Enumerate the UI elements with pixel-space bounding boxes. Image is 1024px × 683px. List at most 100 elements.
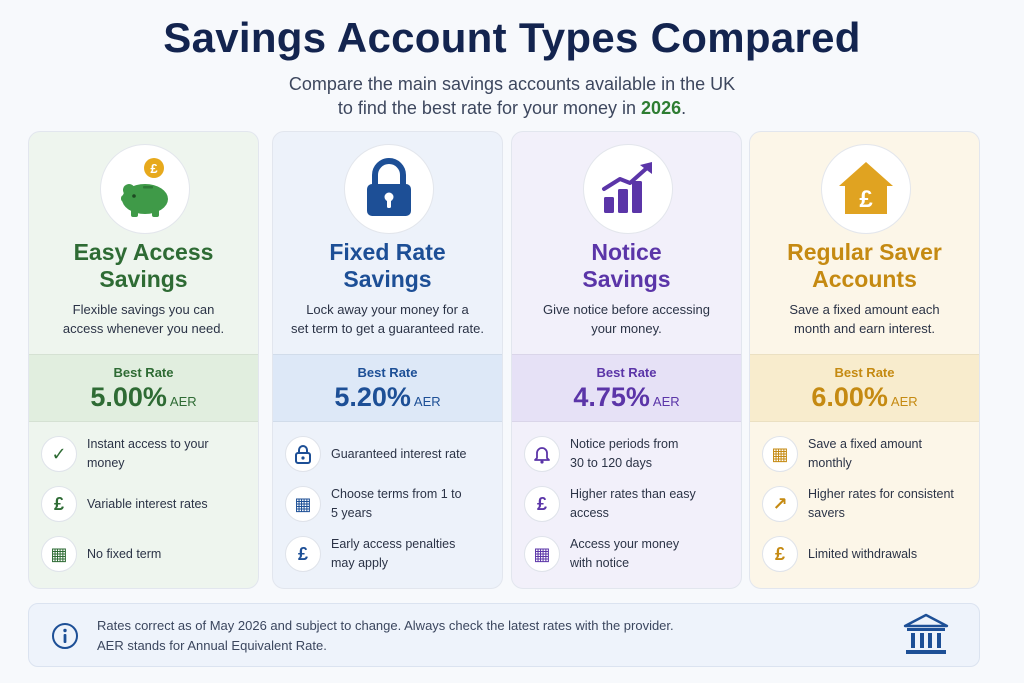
feature-text-line-2: 5 years (331, 506, 372, 520)
footer-text: Rates correct as of May 2026 and subject… (97, 616, 674, 656)
feature-text-line-1: Early access penalties (331, 537, 456, 551)
pound-icon: £ (524, 486, 560, 522)
card-easy-access: £ Easy Access Savings Flexible savings y… (28, 131, 259, 589)
feature-item: £ Variable interest rates (41, 484, 248, 524)
feature-item: ✓ Instant access to your money (41, 434, 248, 474)
feature-text-line-2: with notice (570, 556, 630, 570)
feature-text-line-1: Choose terms from 1 to (331, 487, 462, 501)
trend-up-icon: ↗ (762, 486, 798, 522)
card-title-line-2: Savings (99, 266, 188, 292)
card-fixed-rate: Fixed Rate Savings Lock away your money … (272, 131, 503, 589)
best-rate-label: Best Rate (596, 365, 657, 380)
feature-text-line-1: Access your money (570, 537, 680, 551)
feature-item: Guaranteed interest rate (285, 434, 492, 474)
bank-icon (903, 613, 949, 657)
feature-text: Variable interest rates (87, 495, 208, 514)
feature-item: ▦ Save a fixed amount monthly (762, 434, 969, 474)
card-title-line-2: Savings (582, 266, 671, 292)
piggy-bank-icon: £ (100, 144, 190, 234)
subtitle-suffix: . (681, 98, 687, 118)
info-icon (51, 622, 79, 650)
calendar-icon: ▦ (524, 536, 560, 572)
bell-icon (524, 436, 560, 472)
best-rate-band: Best Rate 4.75% AER (512, 354, 741, 422)
pound-icon: £ (285, 536, 321, 572)
feature-text-line-2: 30 to 120 days (570, 456, 653, 470)
rate-number: 6.00% (811, 382, 888, 412)
card-regular-saver: £ Regular Saver Accounts Save a fixed am… (749, 131, 980, 589)
card-notice: Notice Savings Give notice before access… (511, 131, 742, 589)
rate-aer-label: AER (652, 394, 680, 409)
card-description: Give notice before accessing your money. (526, 300, 727, 338)
card-title-line-2: Accounts (812, 266, 917, 292)
feature-text-line-1: No fixed term (87, 546, 162, 561)
subtitle-line-2-text: to find the best rate for your money in (337, 98, 642, 118)
subtitle-line-2: to find the best rate for your money in … (0, 96, 1024, 120)
rate-aer-label: AER (169, 394, 197, 409)
calendar-icon: ▦ (41, 536, 77, 572)
feature-text-line-2: monthly (808, 456, 852, 470)
feature-item: ▦ Access your money with notice (524, 534, 731, 574)
feature-text: Higher rates for consistent savers (808, 485, 954, 523)
card-title-line-1: Notice (591, 239, 662, 265)
card-description: Lock away your money for a set term to g… (287, 300, 488, 338)
feature-item: Notice periods from 30 to 120 days (524, 434, 731, 474)
card-title-line-1: Easy Access (73, 239, 214, 265)
feature-text-line-2: access (570, 506, 609, 520)
calendar-icon: ▦ (285, 486, 321, 522)
house-pound-text: £ (859, 186, 873, 213)
best-rate-band: Best Rate 5.20% AER (273, 354, 502, 422)
card-description: Flexible savings you can access whenever… (43, 300, 244, 338)
card-description-line-2: set term to get a guaranteed rate. (291, 321, 484, 336)
best-rate-band: Best Rate 5.00% AER (29, 354, 258, 422)
check-icon: ✓ (41, 436, 77, 472)
feature-item: ↗ Higher rates for consistent savers (762, 484, 969, 524)
card-description-line-1: Give notice before accessing (543, 302, 710, 317)
account-cards: £ Easy Access Savings Flexible savings y… (28, 131, 980, 589)
best-rate-label: Best Rate (834, 365, 895, 380)
rate-aer-label: AER (890, 394, 918, 409)
best-rate-value: 4.75% AER (512, 382, 741, 413)
card-title: Fixed Rate Savings (273, 239, 502, 293)
subtitle-year: 2026 (641, 98, 682, 118)
feature-item: ▦ Choose terms from 1 to 5 years (285, 484, 492, 524)
feature-text-line-1: Instant access to your money (87, 437, 209, 470)
best-rate-value: 6.00% AER (750, 382, 979, 413)
feature-text-line-1: Variable interest rates (87, 496, 208, 511)
page-title: Savings Account Types Compared (163, 14, 861, 61)
feature-text-line-1: Limited withdrawals (808, 546, 918, 561)
card-description-line-1: Flexible savings you can (72, 302, 215, 317)
card-title-line-1: Fixed Rate (329, 239, 446, 265)
page-subtitle: Compare the main savings accounts availa… (0, 72, 1024, 120)
badge-pound-text: £ (150, 161, 158, 176)
growth-chart-icon (583, 144, 673, 234)
card-description: Save a fixed amount each month and earn … (764, 300, 965, 338)
card-title: Notice Savings (512, 239, 741, 293)
card-description-line-1: Lock away your money for a (306, 302, 469, 317)
feature-text: Guaranteed interest rate (331, 445, 467, 464)
calendar-icon: ▦ (762, 436, 798, 472)
pound-icon: £ (762, 536, 798, 572)
feature-text: Choose terms from 1 to 5 years (331, 485, 462, 523)
card-title: Easy Access Savings (29, 239, 258, 293)
best-rate-value: 5.20% AER (273, 382, 502, 413)
feature-text: Early access penalties may apply (331, 535, 455, 573)
rate-aer-label: AER (413, 394, 441, 409)
best-rate-value: 5.00% AER (29, 382, 258, 413)
card-title-line-2: Savings (343, 266, 432, 292)
feature-text-line-1: Notice periods from (570, 437, 679, 451)
padlock-icon (344, 144, 434, 234)
feature-text-line-2: may apply (331, 556, 388, 570)
lock-icon (285, 436, 321, 472)
feature-text: Save a fixed amount monthly (808, 435, 922, 473)
card-description-line-2: access whenever you need. (62, 321, 225, 336)
feature-text-line-2: savers (808, 506, 845, 520)
subtitle-line-1: Compare the main savings accounts availa… (288, 74, 736, 94)
feature-text-line-1: Save a fixed amount (808, 437, 922, 451)
feature-item: £ Early access penalties may apply (285, 534, 492, 574)
footer-note: Rates correct as of May 2026 and subject… (28, 603, 980, 667)
best-rate-band: Best Rate 6.00% AER (750, 354, 979, 422)
feature-item: £ Higher rates than easy access (524, 484, 731, 524)
house-pound-icon: £ (821, 144, 911, 234)
card-description-line-1: Save a fixed amount each (789, 302, 940, 317)
